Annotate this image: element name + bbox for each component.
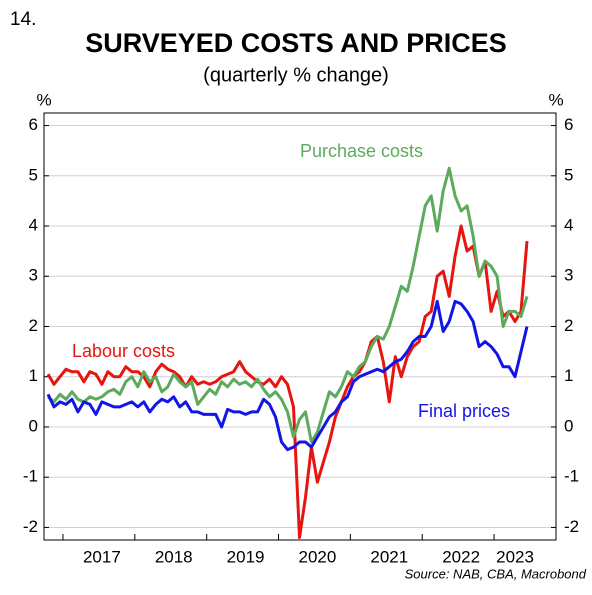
y-tick-label: -2: [23, 517, 38, 536]
x-tick-label: 2020: [299, 547, 337, 566]
series-label: Labour costs: [72, 341, 175, 361]
x-tick-label: 2017: [83, 547, 121, 566]
series-label: Final prices: [418, 401, 510, 421]
y-tick-label: 4: [29, 216, 38, 235]
x-tick-label: 2018: [155, 547, 193, 566]
y-tick-label: 6: [29, 115, 38, 134]
y2-axis-label: %: [548, 90, 563, 109]
y-tick-label: 2: [29, 316, 38, 335]
y2-tick-label: 3: [564, 266, 573, 285]
y-axis-label: %: [36, 90, 51, 109]
x-tick-label: 2023: [496, 547, 534, 566]
series-line: [46, 224, 529, 539]
series-line: [47, 166, 529, 444]
y2-tick-label: 2: [564, 316, 573, 335]
plot-frame: [43, 112, 557, 541]
y-tick-label: -1: [23, 467, 38, 486]
y2-tick-label: -1: [564, 467, 579, 486]
y2-tick-label: 1: [564, 366, 573, 385]
y2-tick-label: 4: [564, 216, 573, 235]
y-tick-label: 5: [29, 165, 38, 184]
y-tick-label: 3: [29, 266, 38, 285]
y2-tick-label: 0: [564, 416, 573, 435]
source: Source: NAB, CBA, Macrobond: [405, 566, 587, 581]
series-label: Purchase costs: [300, 141, 423, 161]
x-tick-label: 2021: [370, 547, 408, 566]
x-tick-label: 2019: [227, 547, 265, 566]
chart-subtitle: (quarterly % change): [203, 64, 389, 86]
y2-tick-label: -2: [564, 517, 579, 536]
y-tick-label: 1: [29, 366, 38, 385]
y2-tick-label: 6: [564, 115, 573, 134]
series-line: [46, 299, 529, 452]
chart-title: SURVEYED COSTS AND PRICES: [85, 28, 507, 58]
y-tick-label: 0: [29, 416, 38, 435]
chart-number: 14.: [10, 9, 36, 30]
x-tick-label: 2022: [442, 547, 480, 566]
y2-tick-label: 5: [564, 165, 573, 184]
